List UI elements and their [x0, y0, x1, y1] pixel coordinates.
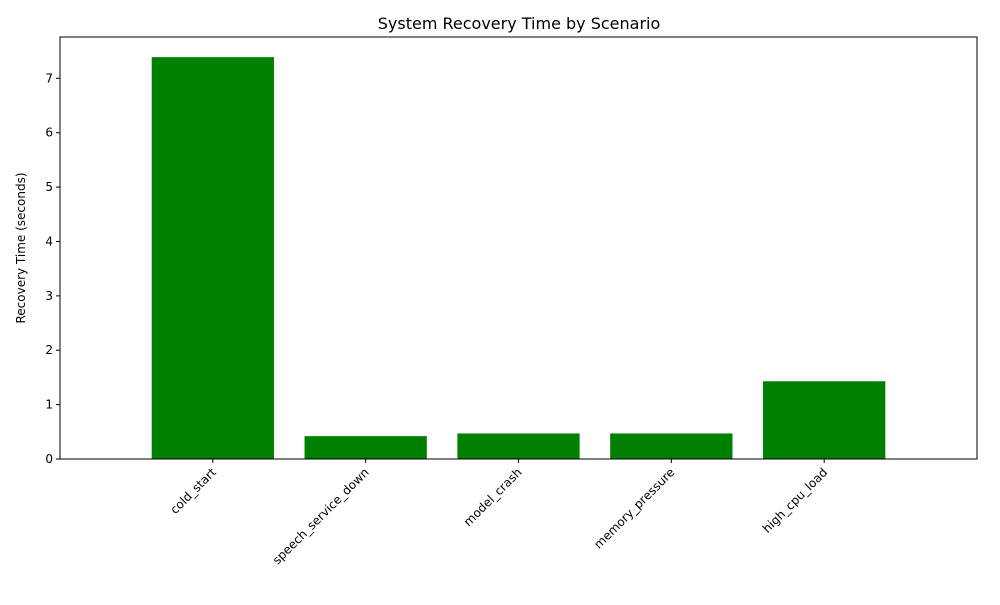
- y-axis-label: Recovery Time (seconds): [14, 172, 28, 323]
- x-tick-label: high_cpu_load: [760, 465, 830, 535]
- y-tick-label: 1: [45, 398, 53, 412]
- x-axis-ticks: cold_start speech_service_down model_crash…: [167, 459, 830, 567]
- bar-model-crash: [457, 433, 580, 459]
- x-tick-label: cold_start: [167, 465, 219, 517]
- plot-frame: [59, 36, 978, 460]
- bars: [151, 57, 886, 460]
- y-tick-label: 5: [45, 180, 53, 194]
- x-tick-label: speech_service_down: [270, 465, 372, 567]
- x-tick-label: memory_pressure: [591, 465, 677, 551]
- y-axis-ticks: 0 1 2 3 4 5 6 7: [45, 71, 60, 466]
- y-tick-label: 3: [45, 289, 53, 303]
- x-tick-label: model_crash: [461, 465, 525, 529]
- y-tick-label: 0: [45, 452, 53, 466]
- bar-speech-service-down: [304, 436, 427, 459]
- y-tick-label: 2: [45, 343, 53, 357]
- y-tick-label: 4: [45, 234, 53, 248]
- y-tick-label: 7: [45, 71, 53, 85]
- bar-high-cpu-load: [763, 381, 886, 459]
- bar-cold-start: [151, 57, 274, 460]
- chart-title: System Recovery Time by Scenario: [378, 14, 661, 33]
- y-tick-label: 6: [45, 126, 53, 140]
- bar-memory-pressure: [610, 433, 733, 459]
